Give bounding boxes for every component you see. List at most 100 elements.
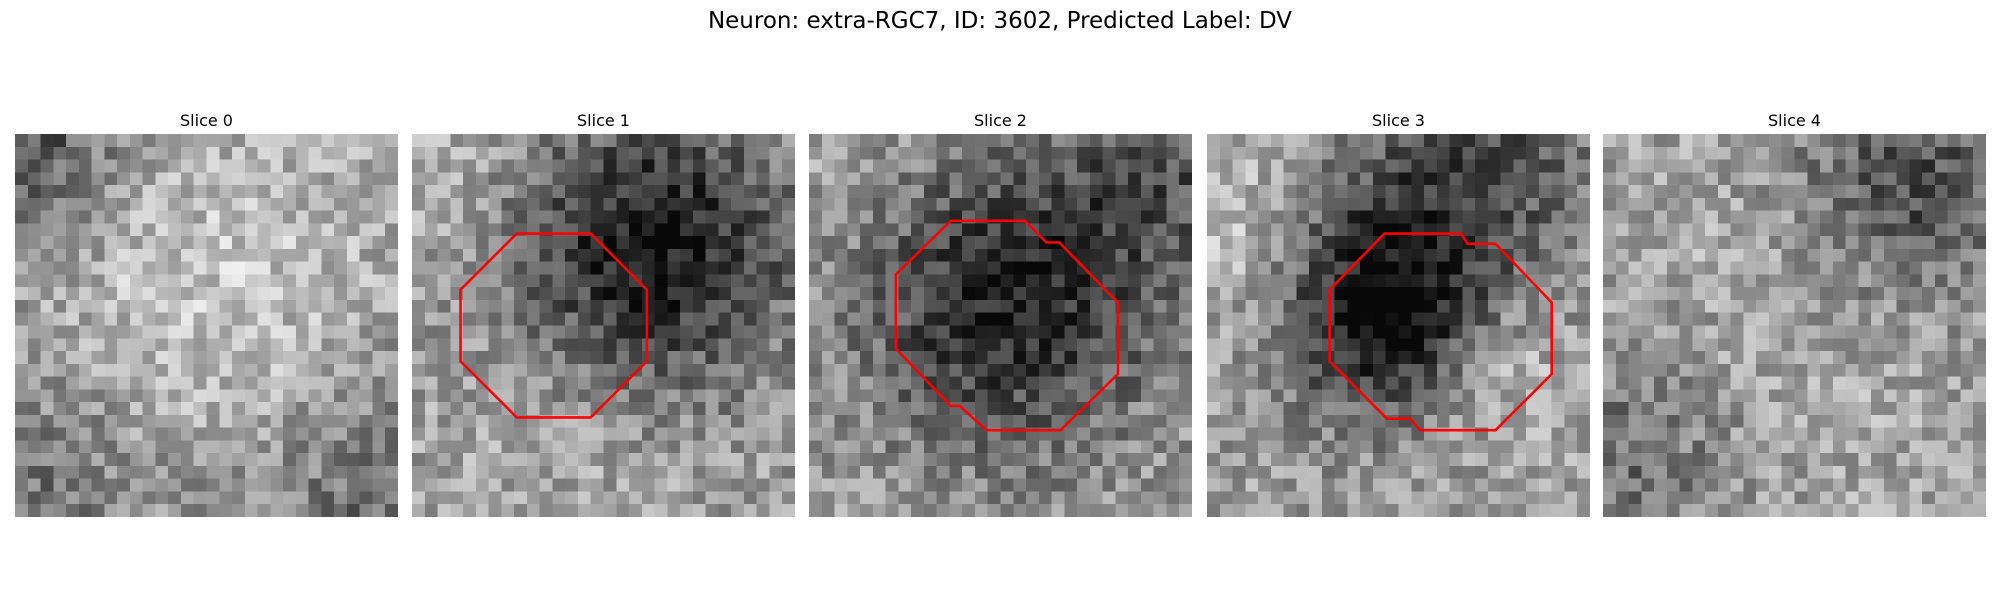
pixel (1026, 491, 1039, 505)
pixel (1883, 402, 1897, 415)
pixel (834, 325, 848, 339)
pixel (1000, 414, 1014, 428)
pixel (1922, 376, 1935, 390)
pixel (692, 172, 706, 186)
pixel (1089, 414, 1103, 428)
pixel (1283, 351, 1297, 364)
pixel (616, 274, 630, 288)
pixel (974, 287, 988, 300)
pixel (1436, 376, 1450, 390)
pixel (590, 210, 604, 224)
pixel (782, 197, 795, 211)
pixel (1564, 210, 1578, 224)
pixel (53, 299, 67, 313)
pixel (321, 197, 335, 211)
pixel (1883, 338, 1897, 352)
pixel (1385, 248, 1399, 262)
pixel (1730, 261, 1744, 275)
pixel (565, 185, 578, 198)
pixel (104, 185, 118, 198)
pixel (91, 376, 105, 390)
pixel (705, 146, 719, 160)
pixel (295, 287, 309, 300)
pixel (1679, 440, 1693, 454)
pixel (463, 465, 476, 479)
pixel (756, 134, 770, 147)
pixel (539, 261, 553, 275)
pixel (872, 248, 886, 262)
pixel (1768, 287, 1782, 300)
pixel (155, 376, 169, 390)
pixel (1140, 134, 1154, 147)
pixel (463, 376, 476, 390)
pixel (1051, 159, 1065, 173)
pixel (1654, 363, 1667, 377)
pixel (1922, 402, 1935, 415)
pixel (872, 504, 886, 517)
pixel (1283, 236, 1297, 249)
pixel (1896, 491, 1910, 505)
pixel (1385, 338, 1399, 352)
pixel (40, 172, 54, 186)
pixel (1089, 427, 1103, 441)
pixel (769, 236, 783, 249)
pixel (731, 312, 744, 326)
pixel (1692, 134, 1706, 147)
pixel (1372, 185, 1386, 198)
pixel (66, 465, 79, 479)
pixel (641, 338, 655, 352)
pixel (1896, 376, 1910, 390)
pixel (590, 504, 604, 517)
pixel (565, 389, 578, 403)
pixel (1628, 402, 1642, 415)
pixel (244, 389, 258, 403)
pixel (1140, 197, 1154, 211)
pixel (552, 185, 566, 198)
pixel (1526, 453, 1539, 466)
pixel (1270, 134, 1284, 147)
pixel (15, 134, 28, 147)
pixel (680, 440, 693, 454)
pixel (334, 504, 347, 517)
pixel (667, 223, 681, 237)
pixel (1166, 363, 1180, 377)
pixel (526, 376, 540, 390)
pixel (949, 248, 963, 262)
pixel (974, 274, 988, 288)
pixel (129, 440, 143, 454)
pixel (1179, 351, 1192, 364)
pixel (1475, 159, 1488, 173)
pixel (1845, 248, 1859, 262)
pixel (898, 146, 912, 160)
pixel (1077, 338, 1090, 352)
pixel (552, 274, 566, 288)
pixel (514, 172, 527, 186)
pixel (1666, 299, 1680, 313)
pixel (654, 159, 668, 173)
pixel (552, 402, 566, 415)
pixel (501, 312, 515, 326)
pixel (1475, 223, 1488, 237)
pixel (898, 261, 912, 275)
pixel (321, 134, 335, 147)
pixel (1858, 376, 1872, 390)
pixel (66, 363, 79, 377)
pixel (66, 299, 79, 313)
pixel (1166, 287, 1180, 300)
pixel (1628, 197, 1642, 211)
pixel (1794, 440, 1808, 454)
pixel (809, 402, 822, 415)
pixel (603, 248, 617, 262)
pixel (1026, 197, 1039, 211)
pixel (104, 440, 118, 454)
pixel (898, 504, 912, 517)
pixel (270, 376, 284, 390)
pixel (1258, 465, 1271, 479)
pixel (66, 185, 79, 198)
pixel (885, 261, 899, 275)
pixel (1883, 287, 1897, 300)
pixel (641, 159, 655, 173)
pixel (1449, 363, 1463, 377)
pixel (1232, 389, 1246, 403)
pixel (129, 325, 143, 339)
